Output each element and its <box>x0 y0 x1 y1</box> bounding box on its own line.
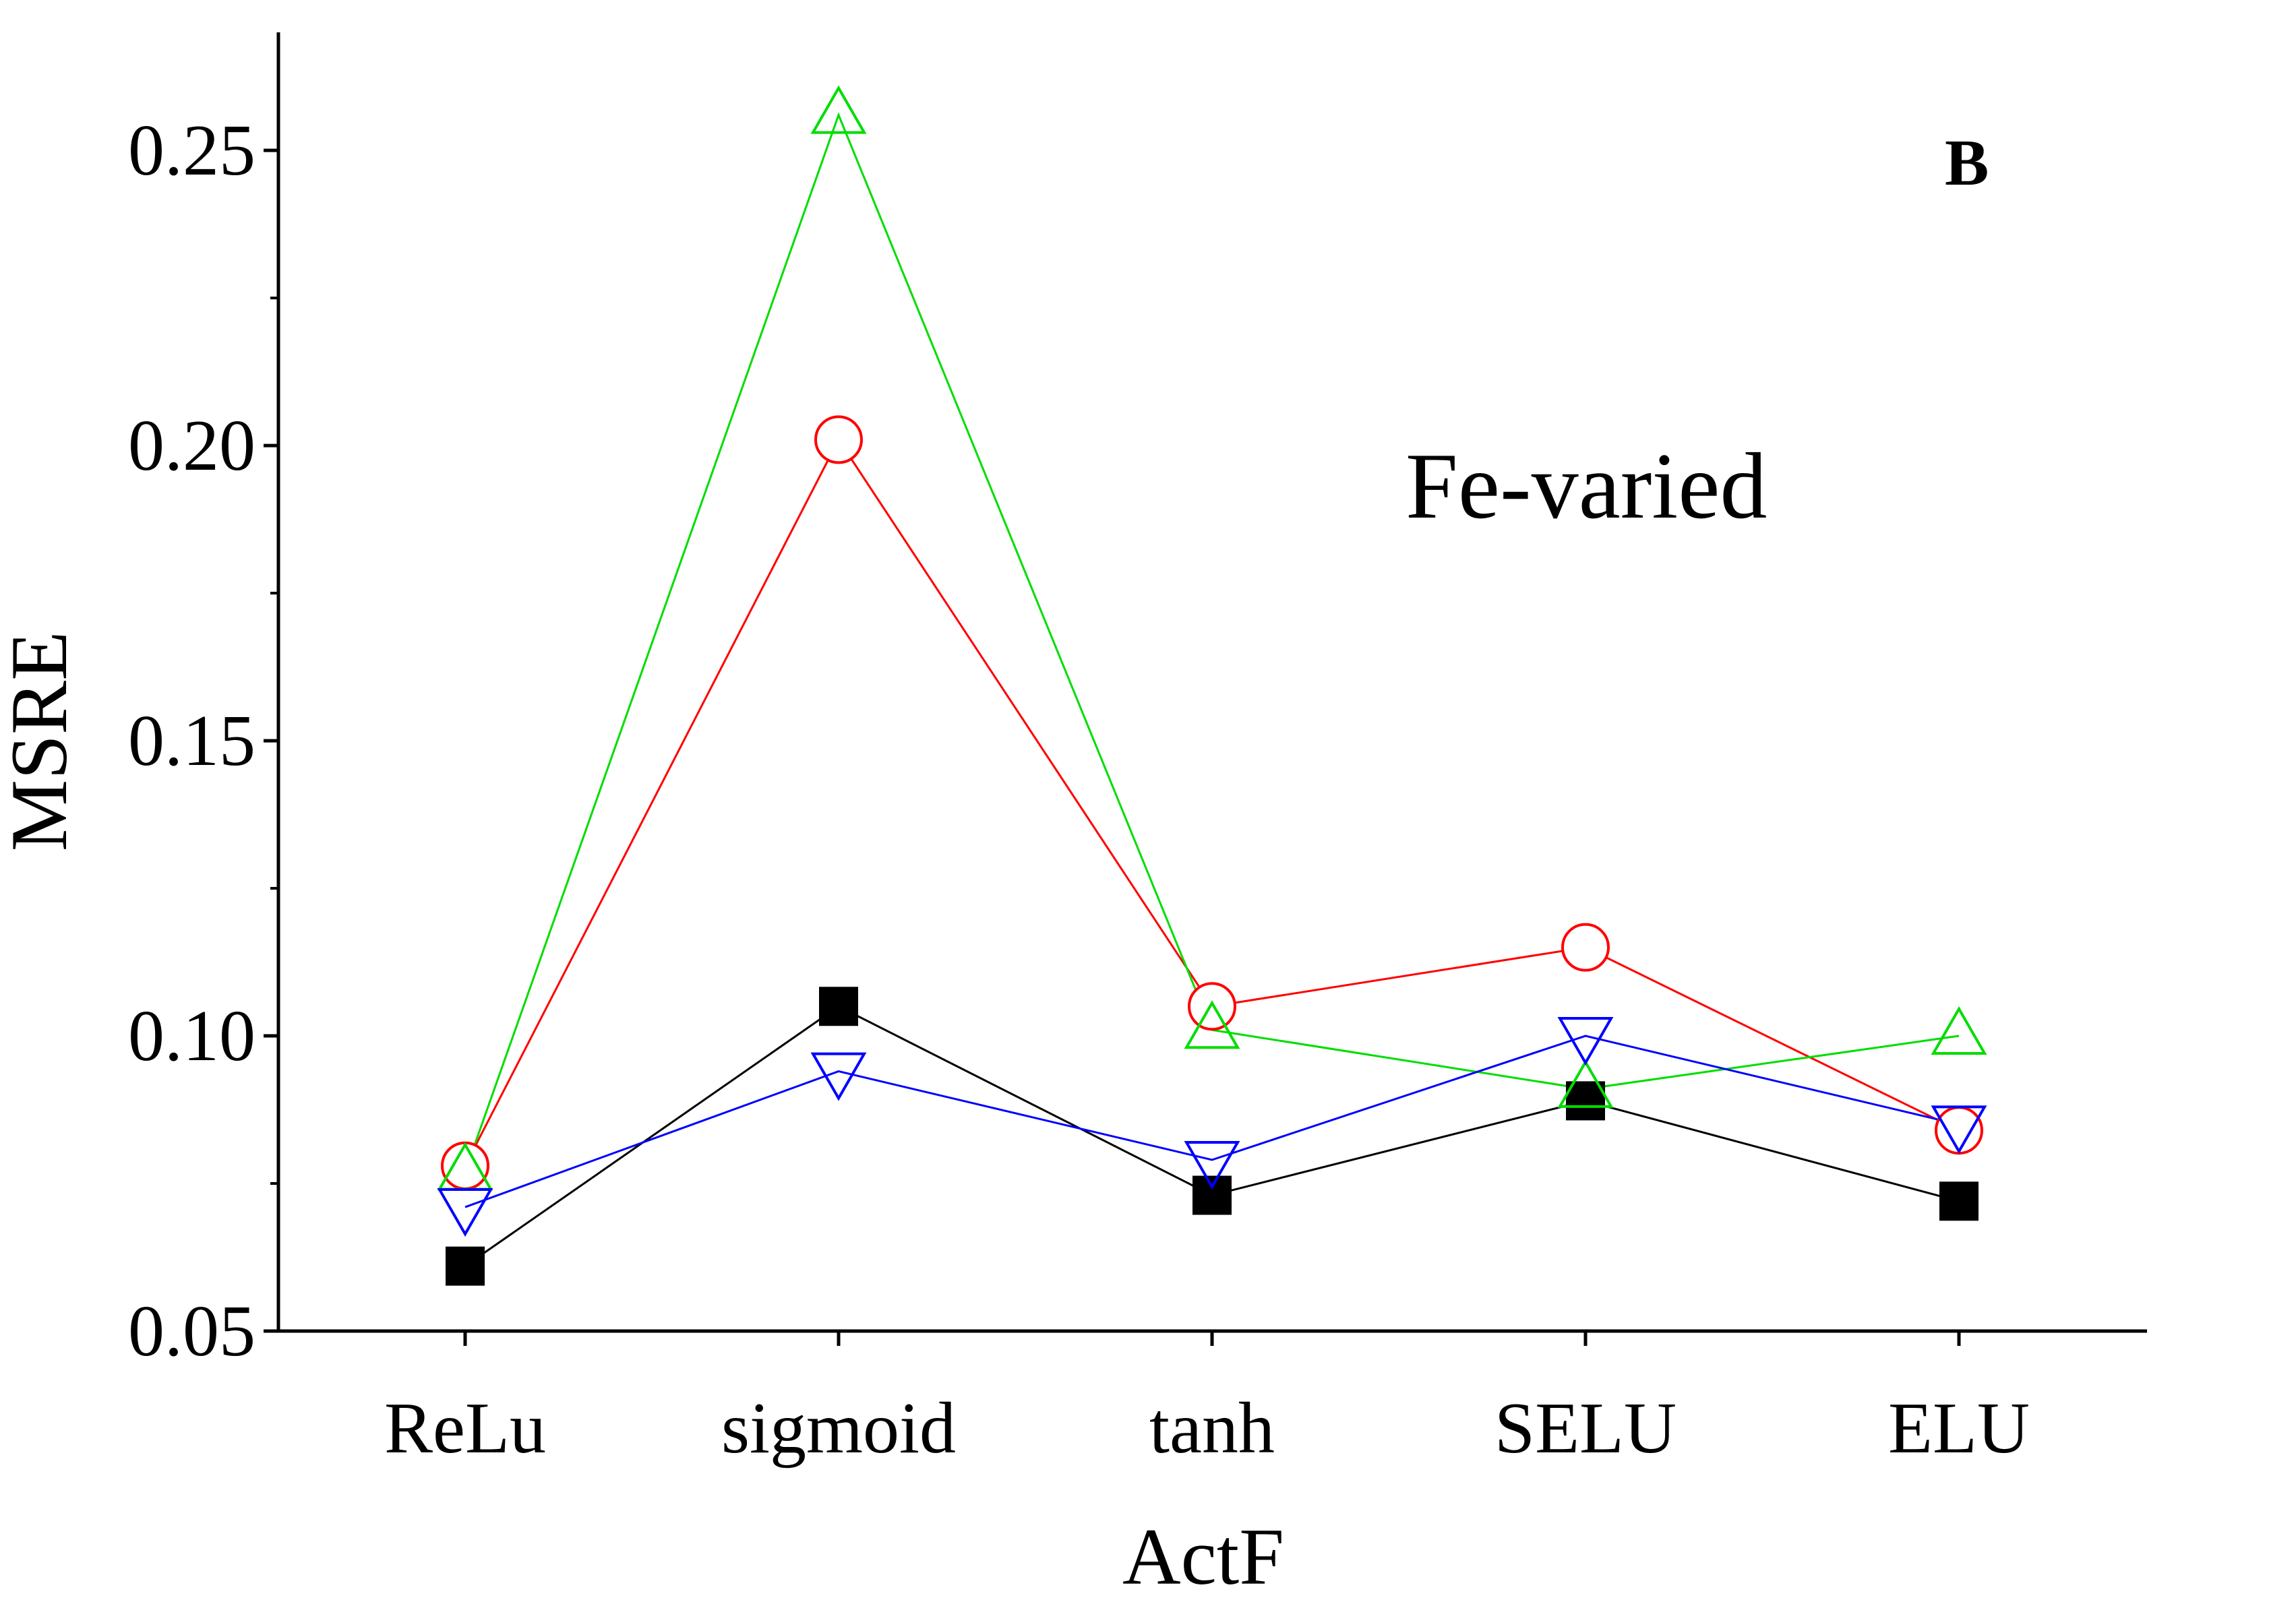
series-line-2 <box>464 437 1960 1167</box>
data-point-s4-ELU <box>1931 1105 1987 1154</box>
data-point-s1-SELU <box>1566 1081 1605 1121</box>
data-point-s1-sigmoid <box>819 987 858 1026</box>
y-tick-label: 0.25 <box>128 111 255 191</box>
data-point-s3-ELU <box>1931 1006 1987 1055</box>
y-tick-label: 0.10 <box>128 996 255 1076</box>
x-tick-label: ReLu <box>384 1388 546 1469</box>
series-layer <box>437 85 1987 1286</box>
annotation-text: Fe-varied <box>1406 434 1767 538</box>
data-point-s4-tanh <box>1184 1140 1240 1190</box>
data-point-s3-tanh <box>1184 1000 1240 1049</box>
y-tick-label: 0.15 <box>128 701 255 781</box>
y-axis-title: MSRE <box>0 631 84 852</box>
panel-label: B <box>1945 127 1989 199</box>
data-point-s1-ReLu <box>446 1246 485 1286</box>
data-point-s2-sigmoid <box>814 415 863 464</box>
x-axis-title: ActF <box>1122 1512 1284 1601</box>
x-tick-label: tanh <box>1149 1388 1275 1469</box>
x-tick-label: ELU <box>1888 1388 2030 1469</box>
data-point-s2-SELU <box>1561 923 1610 972</box>
data-point-s4-SELU <box>1557 1017 1614 1066</box>
series-line-4 <box>464 1035 1960 1208</box>
axes: 0.05 0.10 0.15 0.20 0.25 ReLu sigmoid tanh SELU E… <box>128 32 2147 1469</box>
data-point-s3-sigmoid <box>810 85 867 134</box>
data-point-s2-tanh <box>1188 982 1236 1031</box>
y-tick-label: 0.05 <box>128 1291 255 1371</box>
data-point-s3-SELU <box>1557 1059 1614 1108</box>
x-tick-label: SELU <box>1494 1388 1676 1469</box>
data-point-s4-sigmoid <box>810 1052 867 1101</box>
data-point-s1-tanh <box>1192 1175 1232 1215</box>
y-tick-label: 0.20 <box>128 406 255 486</box>
data-point-s4-ReLu <box>437 1188 493 1237</box>
data-point-s1-ELU <box>1939 1181 1978 1221</box>
x-tick-label: sigmoid <box>721 1388 956 1469</box>
